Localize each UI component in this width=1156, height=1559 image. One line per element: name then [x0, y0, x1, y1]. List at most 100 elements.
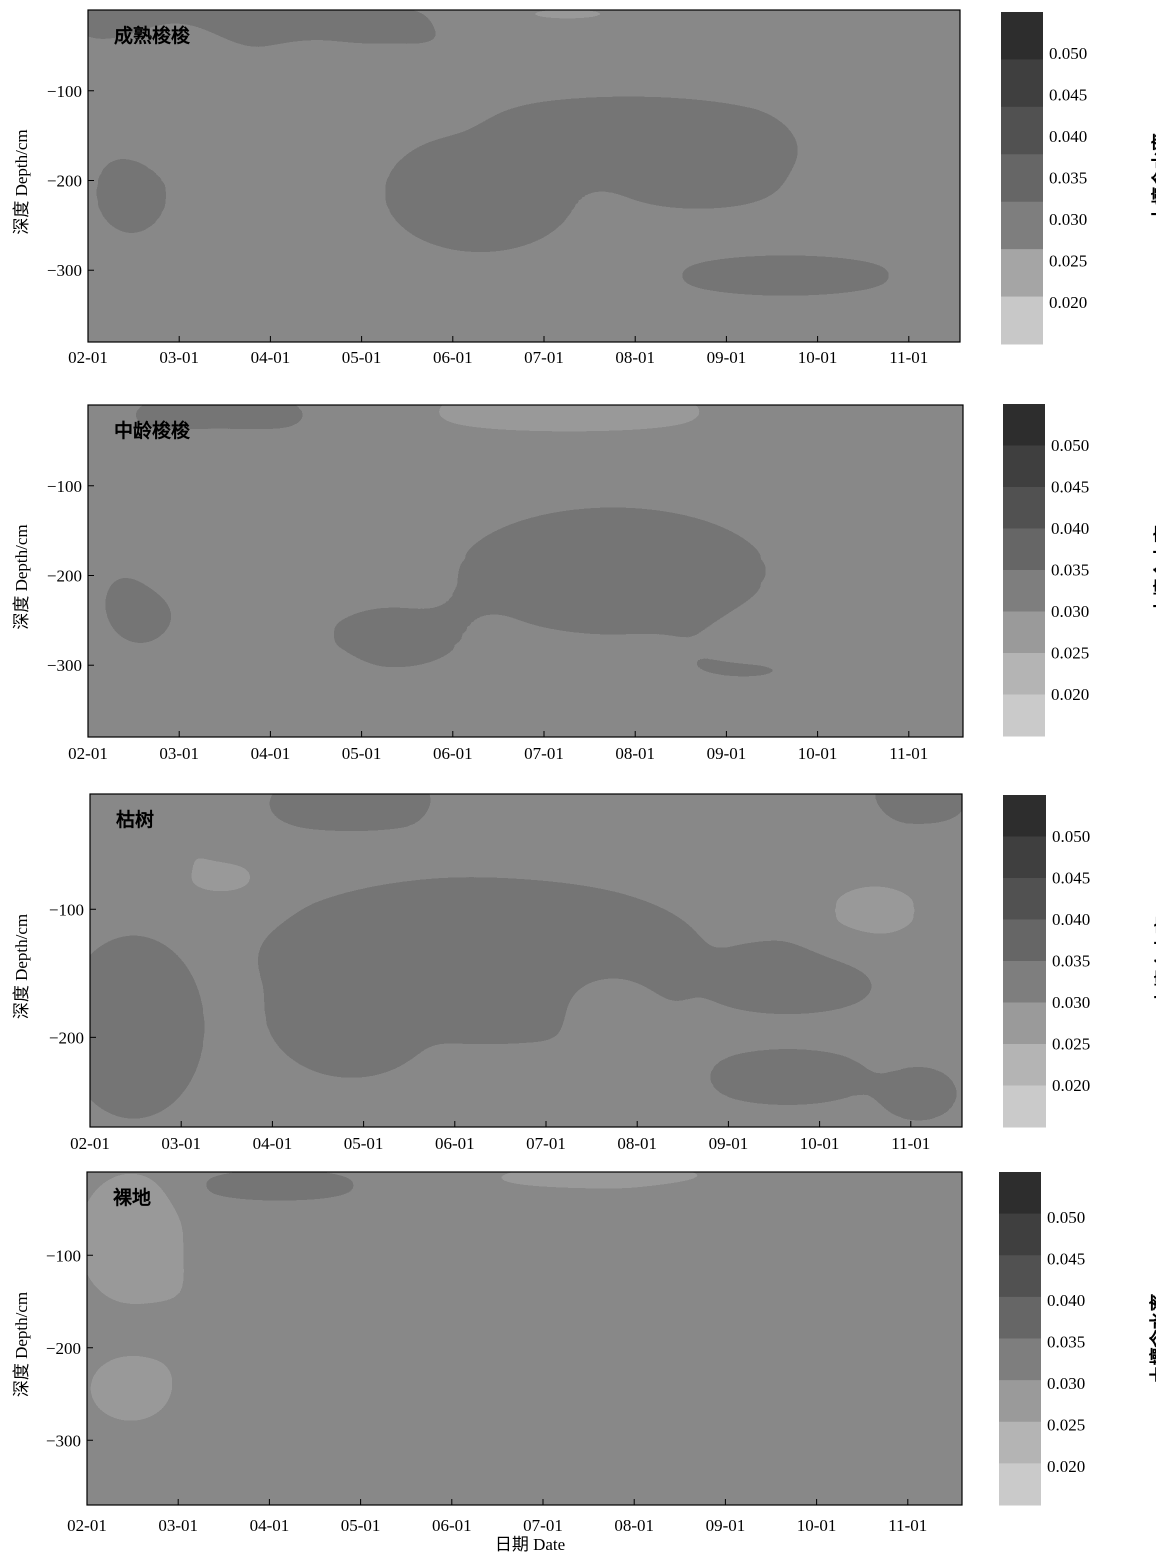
contour-field [87, 1172, 962, 1505]
contour-region [700, 1050, 875, 1104]
colorbar-tick-label: 0.030 [1047, 1374, 1085, 1393]
x-tick-label: 02-01 [70, 1134, 110, 1153]
colorbar-title-cn: 土壤含水率 [1148, 1294, 1156, 1384]
contour-field [88, 10, 960, 342]
x-tick-label: 02-01 [68, 348, 108, 367]
y-tick-label: −200 [49, 1028, 84, 1047]
colorbar-tick-label: 0.035 [1051, 561, 1089, 580]
y-tick-label: −100 [49, 900, 84, 919]
contour-region [438, 488, 788, 654]
panel-title: 中龄梭梭 [114, 419, 191, 442]
colorbar-tick-label: 0.035 [1049, 169, 1087, 188]
x-tick-label: 09-01 [709, 1134, 749, 1153]
x-tick-label: 09-01 [707, 348, 747, 367]
colorbar-tick-label: 0.050 [1051, 436, 1089, 455]
x-tick-label: 03-01 [161, 1134, 201, 1153]
colorbar-segment [1003, 961, 1046, 1003]
x-tick-label: 09-01 [707, 744, 747, 763]
x-tick-label: 08-01 [617, 1134, 657, 1153]
colorbar-segment [1003, 487, 1045, 529]
y-axis-title: 深度 Depth/cm [12, 914, 31, 1019]
contour-region [787, 1321, 875, 1389]
colorbar-tick-label: 0.040 [1049, 127, 1087, 146]
contour-region [438, 800, 875, 854]
x-tick-label: 11-01 [891, 1134, 930, 1153]
chart-panel-4: 裸地 02-01 03-01 04-01 05-01 06-01 07-01 08-01 09-… [12, 1171, 1156, 1535]
contour-region [264, 943, 439, 1078]
colorbar-segment [1003, 404, 1045, 446]
colorbar-segment [1003, 528, 1045, 571]
colorbar-tick-label: 0.025 [1052, 1035, 1090, 1054]
colorbar-tick-label: 0.020 [1049, 293, 1087, 312]
x-axis-title: 日期 Date [495, 1535, 565, 1554]
contour-region [612, 1188, 875, 1256]
x-tick-label: 04-01 [251, 744, 291, 763]
contour-region [306, 587, 482, 688]
y-tick-label: −300 [47, 656, 82, 675]
contour-region [805, 860, 945, 961]
colorbar-tick-label: 0.030 [1051, 602, 1089, 621]
colorbar-tick-label: 0.050 [1052, 827, 1090, 846]
colorbar-segment [1001, 296, 1043, 345]
colorbar-tick-label: 0.045 [1049, 86, 1087, 105]
colorbar-segment [1003, 1002, 1046, 1045]
contour-region [90, 943, 195, 1111]
x-tick-label: 11-01 [888, 1516, 927, 1535]
y-axis-title: 深度 Depth/cm [12, 1292, 31, 1397]
colorbar-tick-label: 0.025 [1049, 252, 1087, 271]
colorbar-segment [1003, 1085, 1046, 1128]
colorbar-segment [1003, 611, 1045, 654]
colorbar-tick-label: 0.030 [1049, 210, 1087, 229]
x-tick-label: 03-01 [159, 348, 199, 367]
plot-frame [86, 1171, 963, 1506]
contour-region [174, 1172, 385, 1202]
contour-region [524, 1388, 875, 1456]
contour-field [90, 794, 962, 1127]
colorbar-tick-label: 0.040 [1052, 910, 1090, 929]
x-tick-label: 09-01 [706, 1516, 746, 1535]
y-tick-label: −100 [47, 477, 82, 496]
x-tick-label: 03-01 [159, 744, 199, 763]
colorbar-tick-label: 0.030 [1052, 993, 1090, 1012]
contour-region [698, 10, 786, 27]
contour-region [87, 1172, 184, 1306]
colorbar-segment [1001, 106, 1043, 155]
x-tick-label: 10-01 [798, 744, 838, 763]
contour-region [788, 421, 963, 555]
contour-region [611, 149, 786, 203]
colorbar-tick-label: 0.020 [1052, 1076, 1090, 1095]
colorbar-tick-label: 0.040 [1047, 1291, 1085, 1310]
x-tick-label: 10-01 [797, 1516, 837, 1535]
colorbar-tick-label: 0.025 [1051, 644, 1089, 663]
y-tick-label: −200 [47, 566, 82, 585]
x-tick-label: 06-01 [433, 348, 473, 367]
plot-frame [89, 793, 963, 1128]
x-tick-label: 07-01 [526, 1134, 566, 1153]
y-tick-label: −100 [47, 82, 82, 101]
x-tick-label: 04-01 [253, 1134, 293, 1153]
contour-region [375, 126, 586, 259]
colorbar-segment [1003, 878, 1046, 920]
colorbar-segment [1003, 445, 1045, 488]
colorbar-segment [1003, 795, 1046, 837]
colorbar-segment [1001, 12, 1043, 60]
colorbar-tick-label: 0.050 [1049, 44, 1087, 63]
colorbar-segment [1003, 570, 1045, 612]
contour-region [159, 837, 282, 918]
contour-region [349, 1338, 525, 1439]
x-tick-label: 05-01 [342, 744, 382, 763]
colorbar-segment [1001, 59, 1043, 108]
contour-region [612, 1421, 700, 1456]
x-tick-label: 06-01 [435, 1134, 475, 1153]
chart-panel-3: 枯树 02-01 03-01 04-01 05-01 06-01 07-01 08-01 09-… [12, 793, 1156, 1153]
colorbar-segment [1003, 653, 1045, 695]
x-tick-label: 07-01 [523, 1516, 563, 1535]
x-tick-label: 05-01 [344, 1134, 384, 1153]
panel-title: 裸地 [113, 1186, 151, 1209]
contour-region [114, 438, 325, 605]
colorbar-segment [1003, 694, 1045, 737]
x-tick-label: 11-01 [889, 348, 928, 367]
contour-region [262, 1418, 350, 1459]
contour-region [866, 794, 962, 814]
contour-region [264, 794, 439, 821]
